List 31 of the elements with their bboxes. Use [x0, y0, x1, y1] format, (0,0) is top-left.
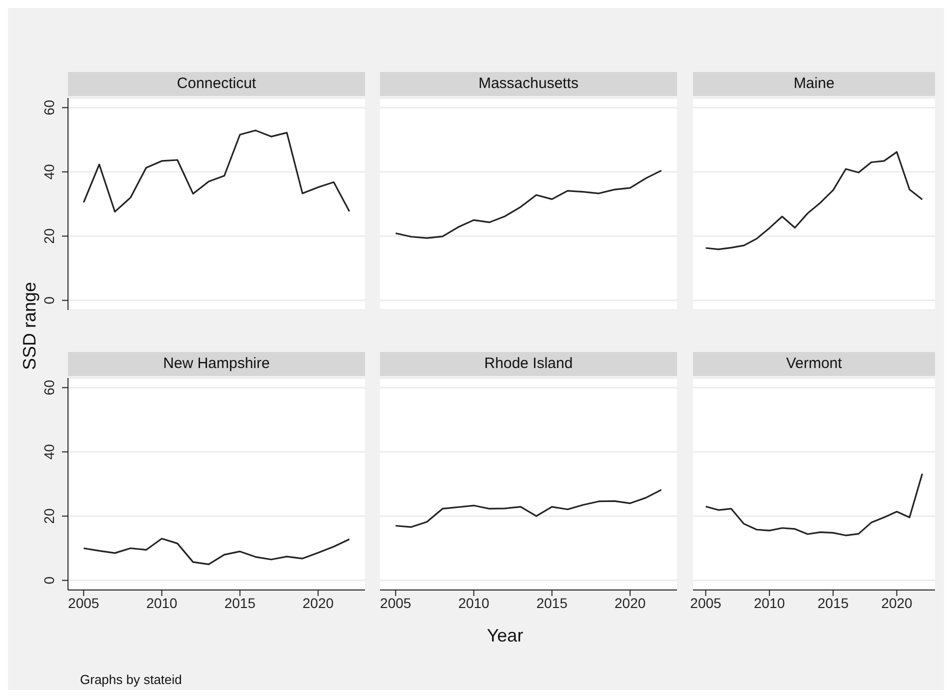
x-tick-label: 2005: [68, 594, 100, 611]
y-tick-label: 60: [41, 380, 57, 396]
y-tick-label: 40: [41, 444, 57, 460]
x-tick-label: 2015: [224, 594, 256, 611]
x-tick-label: 2010: [146, 594, 178, 611]
y-tick-label: 40: [41, 164, 57, 180]
y-axis-title: SSD range: [20, 282, 40, 370]
x-axis-title: Year: [486, 626, 524, 646]
y-tick-label: 0: [41, 296, 57, 304]
chart-title: Maine: [693, 72, 935, 96]
y-tick-label: 0: [41, 576, 57, 584]
x-tick-label: 2005: [690, 594, 722, 611]
chart-title: New Hampshire: [68, 352, 365, 376]
line-series: [82, 130, 350, 213]
x-tick-label: 2015: [818, 594, 849, 611]
x-tick-label: 2020: [614, 594, 646, 611]
chart-title: Connecticut: [68, 72, 365, 96]
x-tick-label: 2015: [536, 594, 568, 611]
chart-title: Massachusetts: [380, 72, 677, 96]
x-tick-label: 2010: [754, 594, 786, 611]
chart-title: Rhode Island: [380, 352, 677, 376]
x-tick-label: 2020: [881, 594, 913, 611]
x-tick-label: 2020: [302, 594, 334, 611]
y-tick-label: 20: [41, 508, 57, 524]
y-tick-label: 60: [41, 100, 57, 116]
line-series: [82, 538, 350, 566]
x-tick-label: 2005: [380, 594, 412, 611]
x-tick-label: 2010: [458, 594, 490, 611]
chart-title: Vermont: [693, 352, 935, 376]
y-tick-label: 20: [41, 228, 57, 244]
text: Graphs by stateid: [80, 672, 182, 687]
